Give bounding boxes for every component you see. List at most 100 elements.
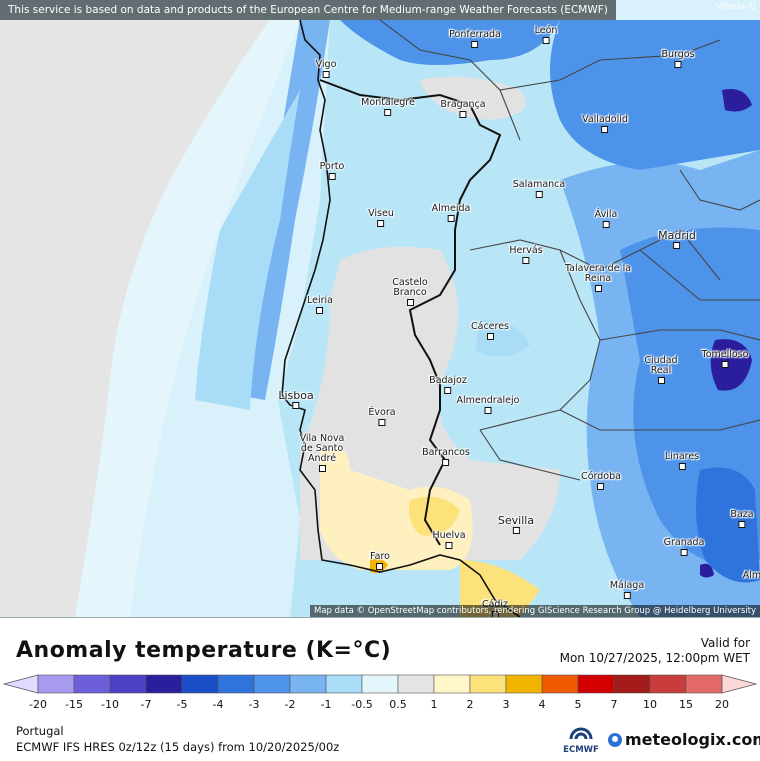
- meteologix-logo-icon: [608, 732, 622, 747]
- scale-swatch: [433, 674, 471, 694]
- city-vigo: Vigo: [316, 60, 336, 78]
- scale-swatch: [325, 674, 363, 694]
- scale-swatch: [361, 674, 399, 694]
- region-label: Portugal: [16, 724, 64, 738]
- scale-tick-label: 1: [430, 698, 438, 711]
- weather-map[interactable]: This service is based on data and produc…: [0, 0, 760, 617]
- algarve-yellow: [320, 447, 473, 570]
- scale-swatch: [289, 674, 327, 694]
- scale-swatch: [73, 674, 111, 694]
- page-title: Anomaly temperature (K=°C): [16, 638, 392, 663]
- scale-tick-label: -4: [212, 698, 224, 711]
- scale-swatch: [505, 674, 543, 694]
- scale-swatch: [649, 674, 687, 694]
- baza-blue: [696, 467, 760, 583]
- city-montalegre: Montalegre: [361, 98, 415, 116]
- scale-tick-label: 10: [643, 698, 657, 711]
- north-gray-patch: [420, 76, 526, 120]
- burgos-indigo: [722, 89, 752, 112]
- meteologix-brand-link[interactable]: meteologix.com: [608, 730, 760, 749]
- city-castelo-branco: Castelo Branco: [385, 278, 435, 306]
- city-madrid: Madrid: [658, 230, 696, 249]
- scale-tick-label: -1: [320, 698, 332, 711]
- scale-tick-label: -0.5: [351, 698, 373, 711]
- color-scale-bar: [2, 674, 758, 694]
- scale-tick-label: 15: [679, 698, 693, 711]
- city-baza: Baza: [730, 510, 754, 528]
- city-leiria: Leiria: [307, 296, 333, 314]
- scale-tick-label: 5: [574, 698, 582, 711]
- city-hervas: Hervás: [509, 246, 543, 264]
- valid-date: Mon 10/27/2025, 12:00pm WET: [559, 651, 750, 665]
- city-faro: Faro: [370, 552, 390, 570]
- city-braganca: Bragança: [440, 100, 486, 118]
- city-vila-nova-de-santo-andre: Vila Nova de Santo André: [294, 434, 350, 472]
- city-malaga: Málaga: [610, 581, 644, 599]
- algarve-yellow-strong: [408, 496, 460, 536]
- scale-swatch: [613, 674, 651, 694]
- city-talavera: Talavera de la Reina: [563, 264, 633, 292]
- scale-tick-label: 0.5: [389, 698, 407, 711]
- city-linares: Linares: [665, 452, 699, 470]
- city-sevilla: Sevilla: [498, 515, 534, 534]
- city-barrancos: Barrancos: [422, 448, 470, 466]
- city-tomelloso: Tomelloso: [702, 350, 748, 368]
- city-almendralejo: Almendralejo: [457, 396, 519, 414]
- scale-tick-label: -7: [140, 698, 152, 711]
- city-viseu: Viseu: [368, 209, 394, 227]
- scale-swatch: [577, 674, 615, 694]
- scale-tick-label: -10: [101, 698, 119, 711]
- scale-swatch: [469, 674, 507, 694]
- granada-indigo: [700, 563, 714, 578]
- ecmwf-disclaimer: This service is based on data and produc…: [0, 0, 616, 20]
- corner-city-label: Vitoria-G: [716, 2, 756, 12]
- scale-max-cap: [721, 674, 758, 694]
- city-huelva: Huelva: [432, 531, 466, 549]
- atlantic-pale-band: [75, 20, 300, 617]
- scale-min-cap: [2, 674, 39, 694]
- city-burgos: Burgos: [661, 50, 695, 68]
- scale-swatch: [253, 674, 291, 694]
- city-caceres: Cáceres: [471, 322, 509, 340]
- model-run-label: ECMWF IFS HRES 0z/12z (15 days) from 10/…: [16, 740, 340, 754]
- ecmwf-logo[interactable]: ECMWF: [560, 721, 602, 757]
- city-cordoba: Córdoba: [581, 472, 621, 490]
- scale-swatch: [541, 674, 579, 694]
- ecmwf-globe-icon: [569, 727, 593, 740]
- city-ponferrada: Ponferrada: [449, 30, 501, 48]
- city-porto: Porto: [320, 162, 344, 180]
- city-valladolid: Valladolid: [582, 115, 628, 133]
- atlantic-gray-area: [0, 20, 270, 617]
- city-lisboa: Lisboa: [278, 390, 314, 409]
- region-borders: [379, 19, 760, 481]
- scale-tick-label: 2: [466, 698, 474, 711]
- scale-tick-label: -3: [248, 698, 260, 711]
- legend-panel: Anomaly temperature (K=°C) Valid for Mon…: [0, 617, 760, 761]
- scale-swatch: [397, 674, 435, 694]
- scale-swatch: [181, 674, 219, 694]
- city-leon: León: [535, 26, 557, 44]
- city-evora: Évora: [368, 408, 396, 426]
- scale-swatch: [37, 674, 75, 694]
- tomelloso-indigo: [710, 339, 752, 391]
- map-attribution: Map data © OpenStreetMap contributors, r…: [310, 605, 760, 617]
- scale-tick-label: 3: [502, 698, 510, 711]
- scale-tick-label: -2: [284, 698, 296, 711]
- valid-for-label: Valid for: [700, 636, 750, 650]
- city-badajoz: Badajoz: [429, 376, 467, 394]
- scale-tick-label: -15: [65, 698, 83, 711]
- offshore-light-blue: [195, 90, 300, 410]
- scale-swatch: [217, 674, 255, 694]
- portugal-spain-border: [319, 79, 502, 546]
- city-alm: Alm: [742, 570, 760, 581]
- scale-tick-label: 4: [538, 698, 546, 711]
- scale-tick-label: 20: [715, 698, 729, 711]
- city-almeida: Almeida: [432, 204, 470, 222]
- city-salamanca: Salamanca: [513, 180, 565, 198]
- caceres-blue: [475, 320, 530, 357]
- city-ciudad-real: Ciudad Real: [636, 356, 686, 384]
- anomaly-map-graphic: [0, 19, 760, 617]
- scale-swatch: [109, 674, 147, 694]
- scale-tick-label: -20: [29, 698, 47, 711]
- scale-swatch: [145, 674, 183, 694]
